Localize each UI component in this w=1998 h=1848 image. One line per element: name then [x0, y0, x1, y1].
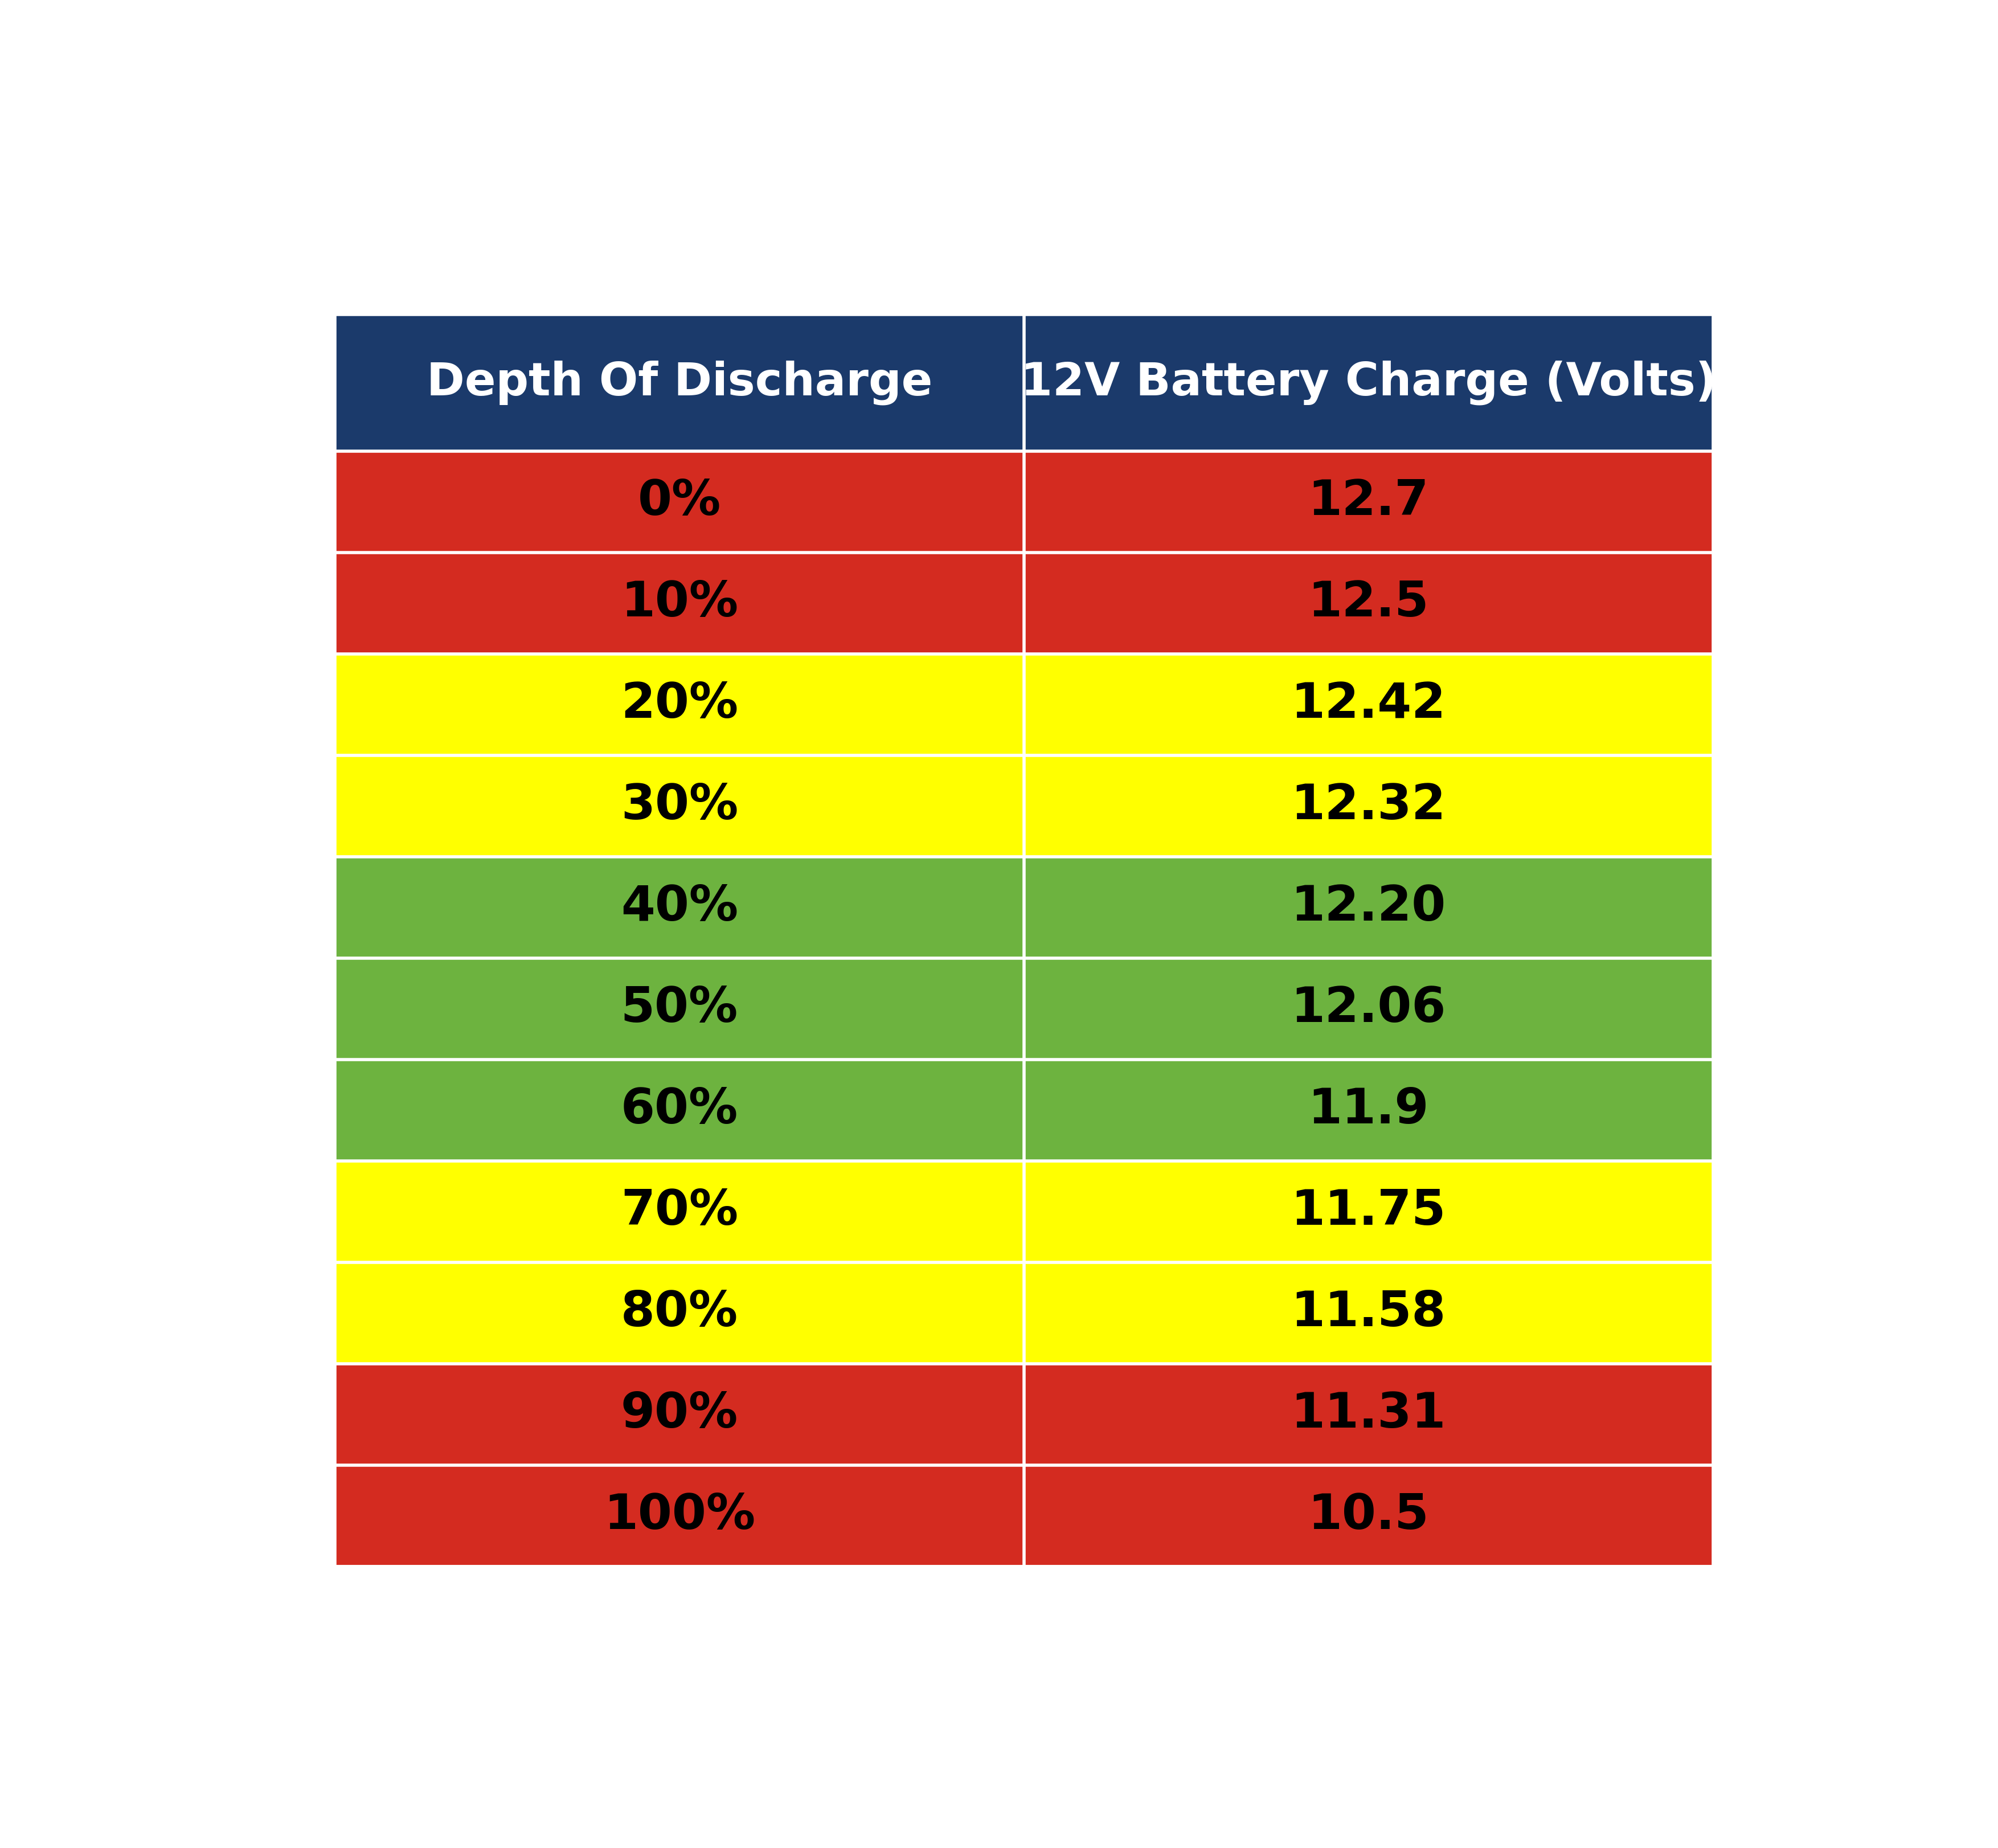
Text: 10%: 10%	[621, 580, 737, 626]
Text: 11.9: 11.9	[1309, 1087, 1429, 1135]
Text: 90%: 90%	[621, 1392, 737, 1438]
Bar	[336, 1465, 1023, 1567]
Text: 50%: 50%	[621, 985, 737, 1033]
Bar	[1023, 1262, 1712, 1364]
Bar	[336, 957, 1023, 1059]
Text: 70%: 70%	[621, 1188, 737, 1234]
Text: 30%: 30%	[621, 782, 737, 830]
Bar	[336, 314, 1023, 451]
Text: 20%: 20%	[621, 680, 737, 728]
Text: 12V Battery Charge (Volts): 12V Battery Charge (Volts)	[1021, 360, 1716, 405]
Bar	[1023, 451, 1712, 553]
Text: 12.20: 12.20	[1291, 883, 1447, 931]
Bar	[336, 553, 1023, 654]
Text: 60%: 60%	[621, 1087, 737, 1135]
Bar	[336, 451, 1023, 553]
Text: 11.31: 11.31	[1291, 1392, 1447, 1438]
Bar	[1023, 1059, 1712, 1161]
Text: 100%: 100%	[603, 1491, 755, 1539]
Text: Depth Of Discharge: Depth Of Discharge	[426, 360, 933, 405]
Text: 0%: 0%	[637, 479, 721, 525]
Bar	[1023, 957, 1712, 1059]
Text: 80%: 80%	[621, 1290, 737, 1336]
Bar	[1023, 1465, 1712, 1567]
Bar	[336, 1161, 1023, 1262]
Bar	[336, 1262, 1023, 1364]
Text: 12.7: 12.7	[1309, 479, 1429, 525]
Bar	[336, 1059, 1023, 1161]
Text: 12.32: 12.32	[1291, 782, 1447, 830]
Bar	[1023, 654, 1712, 756]
Bar	[336, 654, 1023, 756]
Bar	[336, 1364, 1023, 1465]
Text: 40%: 40%	[621, 883, 737, 931]
Text: 12.5: 12.5	[1309, 580, 1429, 626]
Bar	[1023, 1364, 1712, 1465]
Text: 11.58: 11.58	[1291, 1290, 1447, 1336]
Text: 12.06: 12.06	[1291, 985, 1447, 1033]
Bar	[1023, 756, 1712, 857]
Bar	[336, 857, 1023, 957]
Text: 12.42: 12.42	[1291, 680, 1447, 728]
Bar	[336, 756, 1023, 857]
Bar	[1023, 553, 1712, 654]
Bar	[1023, 1161, 1712, 1262]
Bar	[1023, 857, 1712, 957]
Text: 10.5: 10.5	[1309, 1491, 1429, 1539]
Text: 11.75: 11.75	[1291, 1188, 1447, 1234]
Bar	[1023, 314, 1712, 451]
